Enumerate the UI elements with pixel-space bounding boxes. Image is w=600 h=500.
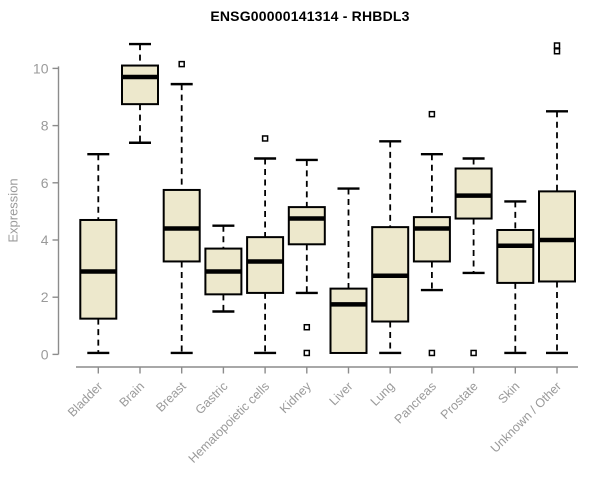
y-tick-label: 8 [41, 118, 49, 134]
outlier-unknown-other [553, 47, 561, 55]
box-liver [329, 287, 368, 354]
x-tick-label: Pancreas [392, 379, 439, 426]
box-hematopoietic-cells [246, 236, 285, 294]
x-tick-label: Skin [495, 379, 522, 406]
box-skin [496, 228, 535, 284]
y-tick-label: 10 [33, 60, 49, 76]
y-tick-label: 2 [41, 289, 49, 305]
box-kidney [287, 206, 326, 246]
x-tick-label: Lung [368, 379, 398, 409]
outlier-unknown-other [553, 42, 561, 49]
x-tick-label: Prostate [438, 379, 481, 422]
outlier-breast [178, 60, 185, 68]
x-tick-label: Liver [327, 379, 356, 408]
x-tick-label: Kidney [277, 379, 314, 416]
x-tick-label: Bladder [65, 379, 105, 419]
y-axis-label: Expression [5, 178, 21, 243]
x-tick-label: Brain [117, 379, 148, 410]
y-tick-label: 6 [41, 175, 49, 191]
y-tick-label: 4 [41, 232, 49, 248]
outlier-hematopoietic-cells [261, 135, 269, 142]
x-tick-label: Hematopoietic cells [186, 379, 273, 466]
box-breast [162, 188, 201, 263]
outlier-kidney [303, 323, 311, 331]
x-tick-label: Gastric [193, 379, 231, 417]
box-brain [121, 64, 159, 106]
outlier-prostate [470, 349, 477, 357]
box-pancreas [412, 216, 451, 263]
outlier-pancreas [428, 110, 436, 118]
chart-title: ENSG00000141314 - RHBDL3 [210, 8, 410, 24]
x-tick-label: Breast [153, 379, 189, 415]
box-unknown-other [538, 190, 576, 283]
x-tick-label: Unknown / Other [488, 379, 564, 455]
outlier-kidney [303, 349, 311, 357]
y-tick-label: 0 [41, 346, 49, 362]
outlier-pancreas [428, 349, 436, 357]
